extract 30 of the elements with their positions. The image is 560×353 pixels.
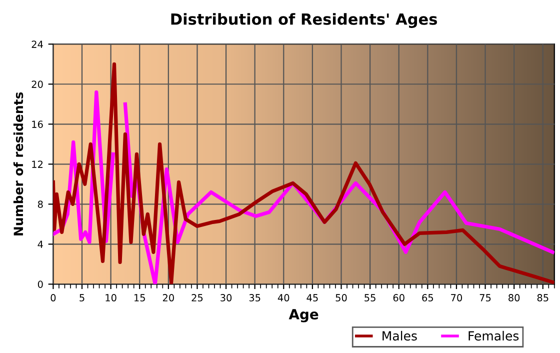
x-tick-label: 20 bbox=[162, 294, 174, 302]
x-tick-label: 80 bbox=[508, 294, 520, 302]
x-tick-label: 60 bbox=[393, 294, 404, 302]
x-tick-label: 0 bbox=[50, 294, 56, 302]
y-axis-title: Number of residents bbox=[13, 92, 24, 236]
x-tick-label: 45 bbox=[306, 294, 318, 302]
x-tick-label: 70 bbox=[451, 294, 462, 302]
y-tick-label: 12 bbox=[32, 160, 43, 168]
x-tick-label: 55 bbox=[364, 294, 376, 302]
x-tick-label: 25 bbox=[192, 294, 203, 302]
y-tick-label: 0 bbox=[38, 280, 43, 288]
x-tick-label: 75 bbox=[480, 294, 491, 302]
x-tick-label: 35 bbox=[249, 294, 260, 302]
y-tick-label: 8 bbox=[38, 200, 43, 208]
y-tick-label: 16 bbox=[32, 120, 43, 128]
y-tick-label: 4 bbox=[38, 240, 43, 248]
x-tick-label: 10 bbox=[106, 294, 116, 302]
x-tick-label: 15 bbox=[134, 294, 145, 302]
x-tick-label: 50 bbox=[336, 294, 347, 302]
x-tick-label: 40 bbox=[278, 294, 290, 302]
x-tick-label: 85 bbox=[537, 294, 548, 302]
chart-title: Distribution of Residents' Ages bbox=[171, 13, 437, 28]
x-tick-label: 65 bbox=[422, 294, 433, 302]
x-axis-title: Age bbox=[288, 309, 318, 322]
legend-label: Females bbox=[468, 330, 519, 341]
legend-label: Males bbox=[382, 330, 417, 341]
x-tick-label: 30 bbox=[220, 294, 232, 302]
y-tick-label: 24 bbox=[32, 40, 43, 48]
x-tick-label: 5 bbox=[80, 294, 84, 302]
y-tick-label: 20 bbox=[32, 80, 43, 88]
